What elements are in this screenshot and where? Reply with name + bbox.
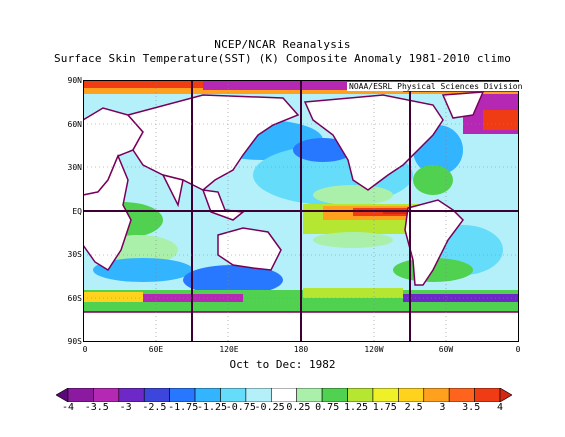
- colorbar-label: -0.25: [254, 402, 285, 413]
- lon-label-60e: 60E: [148, 345, 164, 354]
- period-label: Oct to Dec: 1982: [229, 358, 336, 371]
- lat-label-90s: 90S: [67, 337, 82, 346]
- colorbar-arrow-left: [56, 388, 69, 402]
- africa: [83, 154, 132, 272]
- colorbar-label: -3: [119, 402, 132, 413]
- colorbar-swatch: [143, 388, 170, 402]
- chart-title: NCEP/NCAR Reanalysis: [214, 38, 351, 51]
- lat-label-60s: 60S: [67, 294, 82, 303]
- lon-label-60w: 60W: [438, 345, 454, 354]
- colorbar-swatch: [448, 388, 475, 402]
- colorbar-swatch: [220, 388, 247, 402]
- colorbar-swatch: [423, 388, 450, 402]
- chart-subtitle: Surface Skin Temperature(SST) (K) Compos…: [53, 52, 512, 65]
- colorbar-label: 3: [439, 402, 446, 413]
- colorbar-label: 2.5: [404, 402, 423, 413]
- map-frame: [83, 80, 519, 342]
- colorbar-swatch: [474, 388, 501, 402]
- colorbar-swatch: [245, 388, 272, 402]
- colorbar-swatch: [398, 388, 425, 402]
- colorbar-label: -2.5: [142, 402, 167, 413]
- map-grid: [83, 80, 519, 342]
- colorbar: [56, 388, 512, 402]
- colorbar-label: 1.75: [372, 402, 397, 413]
- lat-label-30n: 30N: [67, 163, 82, 172]
- asia: [126, 94, 300, 191]
- colorbar-swatch: [67, 388, 94, 402]
- anomaly-map: [83, 80, 519, 342]
- colorbar-swatch: [194, 388, 221, 402]
- lon-label-120w: 120W: [364, 345, 384, 354]
- colorbar-label: 1.25: [343, 402, 369, 413]
- colorbar-label: -0.75: [225, 402, 256, 413]
- lon-label-180: 180: [293, 345, 309, 354]
- colorbar-swatch: [169, 388, 196, 402]
- colorbar-swatch: [347, 388, 374, 402]
- colorbar-swatch: [93, 388, 120, 402]
- colorbar-swatch: [321, 388, 348, 402]
- colorbar-label: 0.25: [286, 402, 311, 413]
- colorbar-label: 0.75: [315, 402, 340, 413]
- credit-label: NOAA/ESRL Physical Sciences Division: [347, 82, 525, 91]
- colorbar-label: 3.5: [462, 402, 481, 413]
- colorbar-swatch: [270, 388, 298, 402]
- lon-label-0: 0: [82, 345, 88, 354]
- australia: [217, 227, 282, 271]
- colorbar-arrow-right: [499, 388, 512, 402]
- lon-label-0-east: 0: [515, 345, 521, 354]
- map-dotted-grid: [83, 80, 519, 342]
- colorbar-label: -1.75: [168, 402, 199, 413]
- greenland: [441, 91, 485, 119]
- colorbar-swatch: [372, 388, 399, 402]
- colorbar-label: -3.5: [84, 402, 109, 413]
- lat-label-60n: 60N: [67, 120, 82, 129]
- north-america: [303, 94, 444, 191]
- lat-label-eq: EQ: [72, 207, 82, 216]
- lat-label-30s: 30S: [67, 250, 82, 259]
- india: [161, 173, 184, 208]
- colorbar-label: -4: [61, 402, 75, 413]
- colorbar-label: 4: [496, 402, 504, 413]
- colorbar-label: -1.25: [196, 402, 228, 413]
- lat-label-90n: 90N: [67, 76, 82, 85]
- colorbar-swatch: [296, 388, 323, 402]
- colorbar-swatch: [118, 388, 145, 402]
- lon-label-120e: 120E: [219, 345, 239, 354]
